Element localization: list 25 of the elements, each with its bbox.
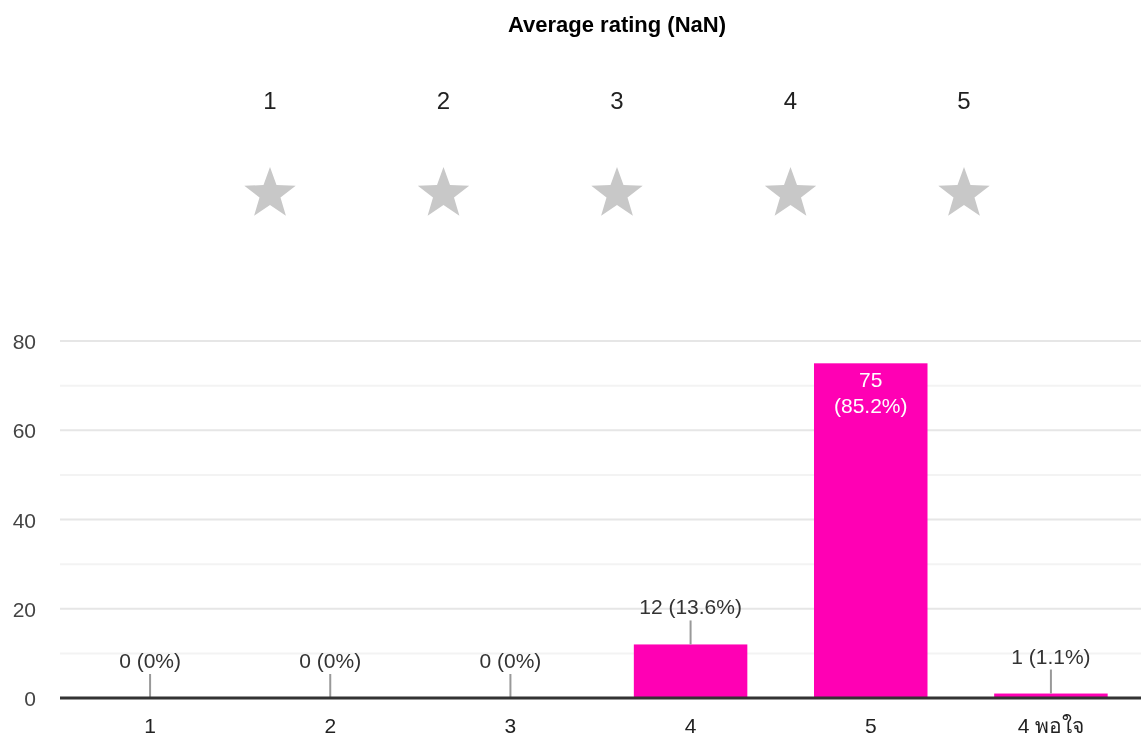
x-tick-label: 4 <box>684 714 697 737</box>
text: 1 <box>263 87 277 114</box>
bar <box>633 644 748 698</box>
y-tick-label: 80 <box>12 330 36 353</box>
y-tick-label: 60 <box>12 419 36 443</box>
y-tick-label: 0 <box>24 687 36 710</box>
bar <box>814 363 928 698</box>
chart-title: Average rating (NaN) <box>507 12 727 37</box>
data-label: 0 (0%) <box>299 649 362 672</box>
data-label: 75 (85.2%) <box>833 368 908 418</box>
data-label: 1 (1.1%) <box>1011 644 1091 668</box>
x-tick-label: 5 <box>864 714 877 737</box>
text: 3 <box>610 87 624 114</box>
x-tick-label: 3 <box>504 714 517 737</box>
x-tick-label: 2 <box>324 714 337 737</box>
data-label: 0 (0%) <box>479 649 542 672</box>
text: 5 <box>957 87 971 114</box>
data-label: 12 (13.6%) <box>639 595 742 619</box>
data-label: 0 (0%) <box>119 649 182 672</box>
text: 2 <box>436 87 451 114</box>
x-tick-label: 1 <box>144 714 156 737</box>
x-tick-label: 4 พอใจ <box>1017 714 1085 737</box>
y-tick-label: 20 <box>12 597 36 621</box>
y-tick-label: 40 <box>12 508 36 532</box>
text: 4 <box>783 87 798 114</box>
